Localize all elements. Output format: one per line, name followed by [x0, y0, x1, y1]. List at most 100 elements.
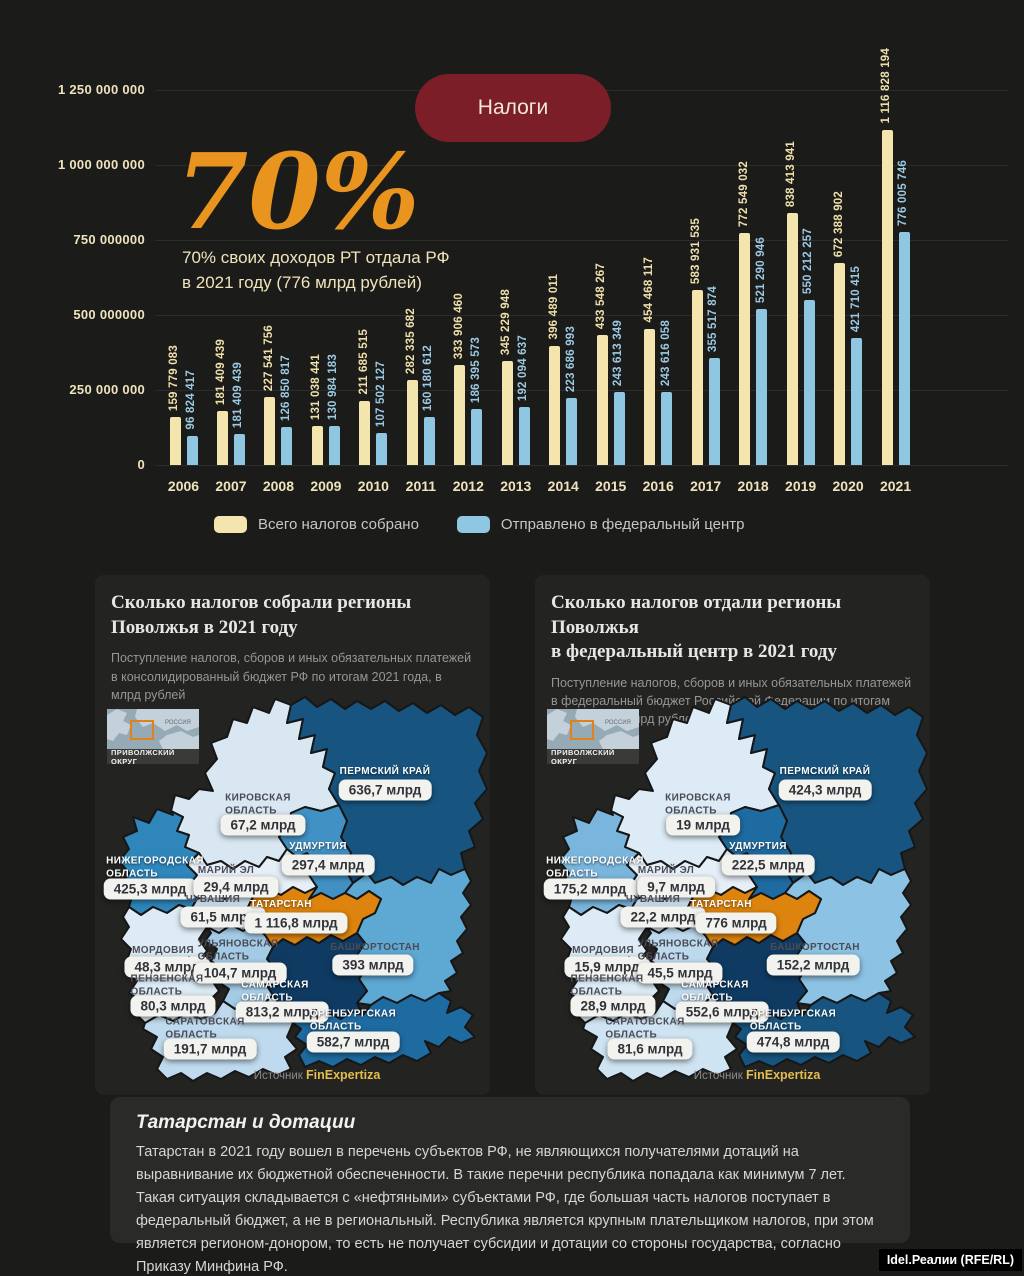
stat-percent: 70% — [176, 130, 420, 253]
y-axis-tick: 1 250 000 000 — [57, 82, 145, 97]
bar-value-label: 550 212 257 — [802, 227, 815, 294]
footer-note-card: Татарстан и дотации Татарстан в 2021 год… — [110, 1097, 910, 1275]
gridline — [155, 165, 1008, 166]
region-value-ulyanovsk: 45,5 млрд — [637, 962, 723, 984]
region-name-mariyel: МАРИЙ ЭЛ — [637, 864, 695, 876]
x-axis-tick-2021: 2021 — [879, 478, 912, 494]
bar-total-2017 — [691, 290, 703, 465]
region-value-samara: 552,6 млрд — [675, 1001, 769, 1023]
legend-swatch-federal — [456, 516, 490, 533]
region-value-orenburg: 582,7 млрд — [306, 1031, 400, 1053]
y-axis-tick: 750 000000 — [73, 232, 145, 247]
region-value-mordovia: 15,9 млрд — [564, 956, 650, 978]
region-name-udmurtia: УДМУРТИЯ — [729, 840, 787, 852]
region-name-orenburg: ОРЕНБУРГСКАЯ ОБЛАСТЬ — [309, 1008, 397, 1033]
bar-value-label: 227 541 756 — [262, 324, 275, 391]
svg-text:РОССИЯ: РОССИЯ — [165, 720, 191, 726]
bar-federal-2015 — [613, 392, 625, 465]
bar-value-label: 181 409 439 — [215, 338, 228, 405]
bar-total-2019 — [786, 213, 798, 465]
panel-title: Сколько налогов отдали регионы Поволжья … — [551, 592, 842, 663]
region-value-chuvashia: 61,5 млрд — [180, 906, 266, 928]
bar-federal-2006 — [186, 436, 198, 465]
y-axis-tick: 500 000000 — [73, 307, 145, 322]
footer-body: Татарстан в 2021 году вошел в перечень с… — [136, 1144, 874, 1275]
region-value-orenburg: 474,8 млрд — [746, 1031, 840, 1053]
bar-federal-2018 — [756, 309, 768, 465]
region-value-kirov: 19 млрд — [666, 814, 740, 836]
bar-value-label: 421 710 415 — [849, 265, 862, 332]
region-name-penza: ПЕНЗЕНСКАЯ ОБЛАСТЬ — [570, 973, 644, 998]
inset-caption: ПРИВОЛЖСКИЙ ОКРУГ — [107, 748, 199, 766]
region-value-samara: 813,2 млрд — [235, 1001, 329, 1023]
bar-value-label: 243 613 349 — [612, 319, 625, 386]
legend-label-federal: Отправлено в федеральный центр — [500, 516, 745, 533]
bar-total-2007 — [216, 411, 228, 465]
bar-value-label: 223 686 993 — [564, 325, 577, 392]
x-axis-tick-2010: 2010 — [357, 478, 389, 494]
bar-value-label: 454 468 117 — [642, 257, 655, 323]
region-value-nizhny: 425,3 млрд — [103, 878, 197, 900]
bar-federal-2010 — [376, 433, 388, 465]
bar-total-2013 — [501, 361, 513, 465]
region-value-bashkortostan: 152,2 млрд — [766, 954, 860, 976]
source-credit: Источник FinExpertiza — [693, 1068, 821, 1082]
x-axis-tick-2007: 2007 — [215, 478, 247, 494]
chart-legend: Всего налогов собрано Отправлено в федер… — [214, 516, 745, 533]
x-axis-tick-2019: 2019 — [785, 478, 817, 494]
svg-text:РОССИЯ: РОССИЯ — [605, 720, 631, 726]
bar-value-label: 186 395 573 — [469, 336, 482, 403]
region-name-samara: САМАРСКАЯ ОБЛАСТЬ — [241, 979, 309, 1004]
legend-item-federal: Отправлено в федеральный центр — [456, 516, 745, 533]
region-value-bashkortostan: 393 млрд — [332, 954, 414, 976]
region-name-chuvashia: ЧУВАШИЯ — [185, 893, 241, 905]
region-value-saratov: 191,7 млрд — [163, 1038, 257, 1060]
chart-title: Налоги — [477, 96, 549, 119]
legend-label-total: Всего налогов собрано — [258, 516, 419, 533]
bar-value-label: 521 290 946 — [754, 236, 767, 303]
bar-federal-2008 — [281, 427, 293, 465]
bar-federal-2021 — [898, 232, 910, 465]
panel-subtitle: Поступление налогов, сборов и иных обяза… — [111, 651, 472, 702]
region-value-tatarstan: 776 млрд — [695, 912, 777, 934]
region-value-tatarstan: 1 116,8 млрд — [244, 912, 348, 934]
bar-federal-2014 — [566, 398, 578, 465]
inset-caption: ПРИВОЛЖСКИЙ ОКРУГ — [547, 748, 639, 766]
bar-value-label: 192 094 637 — [517, 334, 530, 401]
bar-value-label: 333 906 460 — [452, 292, 465, 359]
bar-value-label: 243 616 058 — [659, 319, 672, 386]
region-name-mariyel: МАРИЙ ЭЛ — [197, 864, 255, 876]
y-axis-tick: 0 — [137, 457, 145, 472]
bar-value-label: 211 685 515 — [357, 329, 370, 395]
gridline — [155, 240, 1008, 241]
chart-title-badge: Налоги — [415, 74, 611, 142]
russia-inset-map: РОССИЯ ПРИВОЛЖСКИЙ ОКРУГ — [107, 709, 199, 766]
bar-federal-2013 — [518, 407, 530, 465]
region-name-samara: САМАРСКАЯ ОБЛАСТЬ — [681, 979, 749, 1004]
bar-value-label: 96 824 417 — [185, 370, 197, 430]
volga-map-collected: ПЕРМСКИЙ КРАЙ 636,7 млрд КИРОВСКАЯ ОБЛАСТЬ… — [95, 695, 490, 1095]
district-highlight — [130, 720, 154, 740]
bar-value-label: 126 850 817 — [279, 354, 292, 421]
bar-value-label: 776 005 746 — [897, 159, 910, 226]
bar-federal-2007 — [233, 434, 245, 465]
bar-value-label: 838 413 941 — [785, 140, 798, 207]
bar-value-label: 159 779 083 — [168, 344, 180, 411]
region-value-penza: 80,3 млрд — [130, 995, 216, 1017]
x-axis-tick-2006: 2006 — [167, 478, 200, 494]
region-value-perm: 424,3 млрд — [778, 779, 872, 801]
region-name-mordovia: МОРДОВИЯ — [572, 944, 634, 956]
region-name-kirov: КИРОВСКАЯ ОБЛАСТЬ — [665, 792, 731, 817]
panel-title: Сколько налогов собрали регионы Поволжья… — [111, 592, 412, 638]
bar-federal-2019 — [803, 300, 815, 465]
y-axis-tick: 250 000 000 — [69, 382, 145, 397]
bar-federal-2020 — [851, 338, 863, 465]
x-axis-tick-2012: 2012 — [452, 478, 484, 494]
bar-value-label: 282 335 682 — [405, 307, 418, 374]
region-value-nizhny: 175,2 млрд — [543, 878, 637, 900]
region-value-udmurtia: 222,5 млрд — [721, 854, 815, 876]
region-value-chuvashia: 22,2 млрд — [620, 906, 706, 928]
y-axis-tick: 1 000 000 000 — [57, 157, 145, 172]
region-name-tatarstan: ТАТАРСТАН — [690, 898, 752, 910]
